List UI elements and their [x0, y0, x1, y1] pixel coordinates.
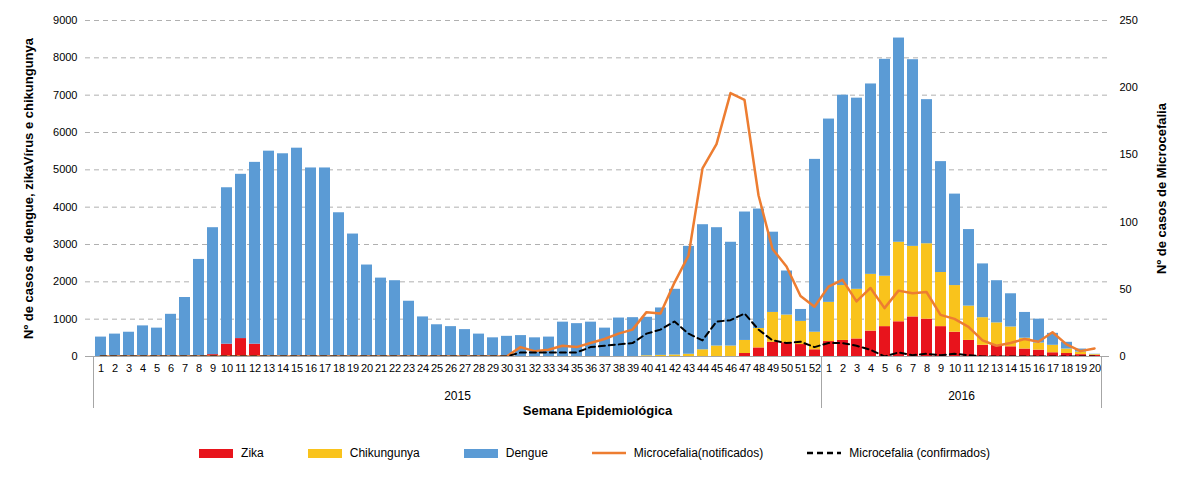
svg-text:8000: 8000 [53, 51, 77, 63]
html-text:Microcefalia(notificados): Microcefalia(notificados) [633, 446, 764, 460]
svg-text:20: 20 [361, 362, 373, 374]
svg-text:20: 20 [1089, 362, 1101, 374]
html-text:Zika: Zika [241, 446, 264, 460]
svg-text:13: 13 [991, 362, 1003, 374]
svg-text:29: 29 [487, 362, 499, 374]
svg-text:15: 15 [291, 362, 303, 374]
svg-text:28: 28 [473, 362, 485, 374]
svg-text:37: 37 [599, 362, 611, 374]
svg-text:14: 14 [1005, 362, 1017, 374]
svg-text:2: 2 [112, 362, 118, 374]
svg-text:38: 38 [613, 362, 625, 374]
svg-text:4000: 4000 [53, 201, 77, 213]
svg-text:250: 250 [1120, 14, 1138, 26]
svg-text:6: 6 [168, 362, 174, 374]
svg-text:Semana Epidemiológica: Semana Epidemiológica [523, 403, 673, 418]
svg-text:50: 50 [781, 362, 793, 374]
svg-text:27: 27 [459, 362, 471, 374]
svg-text:10: 10 [949, 362, 961, 374]
svg-text:33: 33 [543, 362, 555, 374]
svg-text:12: 12 [249, 362, 261, 374]
svg-text:12: 12 [977, 362, 989, 374]
svg-text:30: 30 [501, 362, 513, 374]
svg-text:9: 9 [210, 362, 216, 374]
svg-text:9: 9 [938, 362, 944, 374]
svg-text:11: 11 [963, 362, 974, 374]
svg-text:8: 8 [924, 362, 930, 374]
svg-text:32: 32 [529, 362, 541, 374]
svg-text:200: 200 [1120, 81, 1138, 93]
svg-text:3000: 3000 [53, 238, 77, 250]
html-text:Dengue: Dengue [505, 446, 548, 460]
html-text:Chikungunya: Chikungunya [349, 446, 420, 460]
svg-text:2: 2 [840, 362, 846, 374]
svg-text:7000: 7000 [53, 89, 77, 101]
svg-text:8: 8 [196, 362, 202, 374]
svg-text:14: 14 [277, 362, 289, 374]
svg-text:22: 22 [389, 362, 401, 374]
svg-text:46: 46 [725, 362, 737, 374]
svg-text:51: 51 [795, 362, 807, 374]
svg-text:35: 35 [571, 362, 583, 374]
svg-text:41: 41 [655, 362, 667, 374]
svg-text:6: 6 [896, 362, 902, 374]
svg-text:13: 13 [263, 362, 275, 374]
svg-text:150: 150 [1120, 148, 1138, 160]
svg-text:43: 43 [683, 362, 695, 374]
svg-text:31: 31 [515, 362, 527, 374]
svg-text:Nº de casos de Microcefalia: Nº de casos de Microcefalia [1154, 102, 1169, 274]
svg-text:2000: 2000 [53, 275, 77, 287]
svg-text:1: 1 [98, 362, 104, 374]
svg-text:4: 4 [868, 362, 874, 374]
svg-text:16: 16 [1033, 362, 1045, 374]
svg-text:5: 5 [154, 362, 160, 374]
svg-text:23: 23 [403, 362, 415, 374]
svg-text:5: 5 [882, 362, 888, 374]
svg-text:6000: 6000 [53, 126, 77, 138]
svg-text:40: 40 [641, 362, 653, 374]
svg-text:18: 18 [1061, 362, 1073, 374]
svg-text:16: 16 [305, 362, 317, 374]
svg-text:24: 24 [417, 362, 429, 374]
svg-text:7: 7 [910, 362, 916, 374]
svg-text:25: 25 [431, 362, 443, 374]
svg-text:19: 19 [1075, 362, 1087, 374]
svg-text:48: 48 [753, 362, 765, 374]
svg-text:0: 0 [71, 350, 77, 362]
html-text:Microcefalia (confirmados): Microcefalia (confirmados) [849, 446, 990, 460]
svg-text:19: 19 [347, 362, 359, 374]
svg-text:5000: 5000 [53, 163, 77, 175]
svg-text:26: 26 [445, 362, 457, 374]
svg-text:1: 1 [826, 362, 832, 374]
svg-text:44: 44 [697, 362, 709, 374]
svg-text:3: 3 [126, 362, 132, 374]
svg-text:45: 45 [711, 362, 723, 374]
svg-text:2016: 2016 [948, 389, 975, 403]
svg-text:39: 39 [627, 362, 639, 374]
svg-text:10: 10 [221, 362, 233, 374]
svg-text:18: 18 [333, 362, 345, 374]
svg-text:1000: 1000 [53, 313, 77, 325]
svg-text:50: 50 [1120, 283, 1132, 295]
svg-text:34: 34 [557, 362, 569, 374]
svg-text:49: 49 [767, 362, 779, 374]
svg-text:9000: 9000 [53, 14, 77, 26]
svg-text:17: 17 [319, 362, 331, 374]
svg-text:11: 11 [235, 362, 246, 374]
svg-text:7: 7 [182, 362, 188, 374]
svg-text:3: 3 [854, 362, 860, 374]
svg-text:15: 15 [1019, 362, 1031, 374]
svg-text:17: 17 [1047, 362, 1059, 374]
svg-text:47: 47 [739, 362, 751, 374]
svg-text:21: 21 [375, 362, 387, 374]
svg-text:52: 52 [809, 362, 821, 374]
svg-text:0: 0 [1120, 350, 1126, 362]
svg-text:36: 36 [585, 362, 597, 374]
svg-text:2015: 2015 [444, 389, 471, 403]
svg-text:100: 100 [1120, 216, 1138, 228]
svg-text:42: 42 [669, 362, 681, 374]
svg-text:4: 4 [140, 362, 146, 374]
svg-text:Nº de casos de dengue, zikaVír: Nº de casos de dengue, zikaVírus e chiku… [21, 37, 36, 339]
